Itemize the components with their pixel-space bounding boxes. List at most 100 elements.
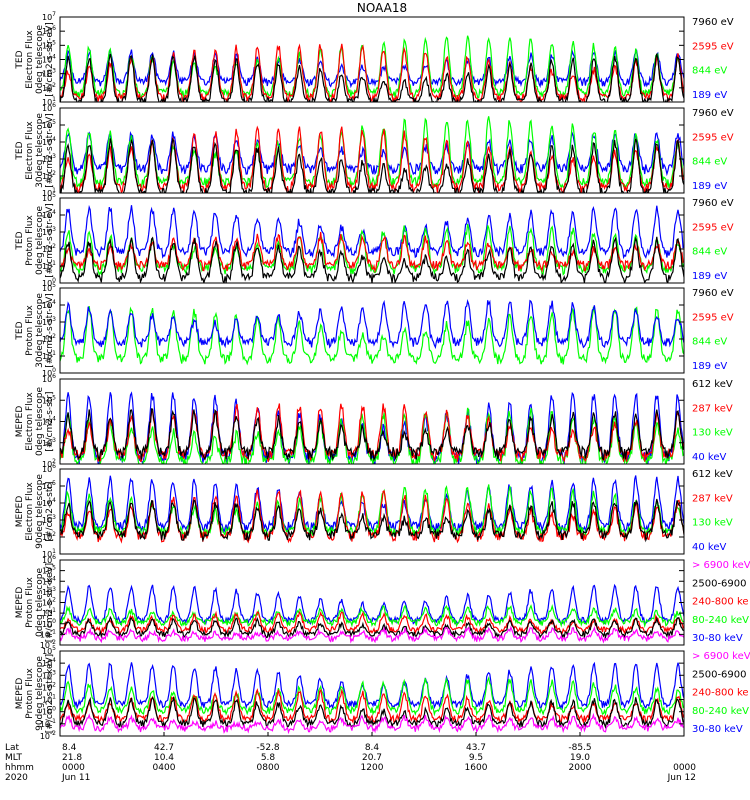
legend-meped-e-90-1: 287 keV [692, 493, 733, 504]
series-ted-p-30-1 [60, 298, 684, 350]
y-tick-label: 101 [42, 187, 56, 198]
series-meped-p-0-4 [60, 625, 684, 644]
legend-ted-e-0-3: 189 eV [692, 90, 727, 101]
panel-frame [59, 287, 685, 374]
series-meped-e-90-3 [60, 498, 684, 543]
legend-meped-p-90-3: 80-240 keV [692, 706, 749, 717]
series-ted-e-30-2 [60, 125, 684, 193]
y-tick-label: 105 [42, 39, 56, 50]
y-axis-label: TEDProton Flux0deg telescope[#/cm2-s-str… [15, 203, 55, 278]
time-tick-label: 19.0 [570, 753, 590, 763]
legend-meped-e-90-2: 130 keV [692, 518, 733, 529]
series-meped-p-0-1 [60, 603, 684, 629]
y-tick-label: 102 [42, 170, 56, 181]
time-tick-label: 43.7 [466, 743, 486, 753]
time-row-label: hhmm [5, 763, 34, 773]
y-tick-label: 102 [42, 597, 56, 608]
series-ted-p-30-0 [60, 305, 684, 366]
y-tick-label: 105 [42, 480, 56, 491]
series-ted-e-0-3 [60, 53, 684, 102]
y-axis-label: TEDElectron Flux0deg telescope[#/cm2-s-s… [15, 22, 55, 97]
y-tick-label: 104 [42, 136, 56, 147]
time-tick-label: 0000 [673, 763, 696, 773]
y-tick-label: 103 [42, 316, 56, 327]
y-tick-label: 102 [42, 681, 56, 692]
y-tick-label: 102 [42, 333, 56, 344]
time-tick-label: 2000 [569, 763, 592, 773]
series-meped-e-90-0 [60, 475, 684, 534]
time-tick-label: -52.8 [256, 743, 280, 753]
series-meped-p-0-2 [60, 610, 684, 636]
y-axis-label: TEDElectron Flux30deg telescope[#/cm2-s-… [15, 113, 55, 188]
y-tick-label: 103 [42, 226, 56, 237]
y-tick-label: 103 [42, 68, 56, 79]
legend-ted-p-30-3: 189 eV [692, 361, 727, 372]
legend-ted-e-30-3: 189 eV [692, 181, 727, 192]
series-meped-p-90-4 [60, 712, 684, 735]
legend-meped-p-90-4: 30-80 keV [692, 724, 743, 735]
panel-meped-p-0: 10-210-1100101102103104105106MEPEDProton… [15, 554, 750, 650]
y-tick-label: 103 [42, 153, 56, 164]
legend-ted-p-0-2: 844 eV [692, 247, 727, 258]
legend-meped-e-0-0: 612 keV [692, 379, 733, 390]
legend-meped-p-90-0: > 6900 keV [692, 651, 750, 662]
figure-title: NOAA18 [357, 1, 407, 15]
series-ted-e-0-0 [60, 48, 684, 89]
panel-meped-e-0: 102 103 104 105 106 MEPEDElectron Flux0deg te… [15, 373, 733, 469]
y-axis-label: MEPEDProton Flux90deg telescope[#/cm2-s-… [15, 654, 55, 733]
y-axis-label: MEPEDElectron Flux0deg telescope[#/cm2-s… [15, 387, 55, 457]
series-ted-p-0-2 [60, 231, 684, 274]
time-tick-label: 0400 [153, 763, 176, 773]
series-ted-e-30-0 [60, 130, 684, 177]
time-tick-label: 0000 [62, 763, 85, 773]
y-tick-label: 106 [42, 25, 56, 36]
y-tick-label: 104 [42, 657, 56, 668]
panel-frame [59, 468, 685, 555]
y-tick-label: 105 [42, 645, 56, 656]
legend-ted-e-30-0: 7960 eV [692, 108, 734, 119]
time-tick-label: 10.4 [154, 753, 174, 763]
y-tick-label: 10-1 [40, 718, 56, 729]
series-meped-p-90-3 [60, 696, 684, 730]
y-tick-label: 104 [42, 416, 56, 427]
legend-ted-e-30-1: 2595 eV [692, 132, 734, 143]
panel-frame [59, 197, 685, 284]
y-tick-label: 105 [42, 119, 56, 130]
y-tick-label: 102 [42, 243, 56, 254]
time-tick-label: Jun 11 [61, 773, 90, 783]
time-tick-label: 20.7 [362, 753, 382, 763]
y-tick-label: 105 [42, 282, 56, 293]
legend-meped-e-90-0: 612 keV [692, 469, 733, 480]
y-tick-label: 106 [42, 463, 56, 474]
y-tick-label: 101 [42, 548, 56, 559]
y-axis-label: TEDProton Flux30deg telescope[#/cm2-s-st… [15, 293, 55, 368]
y-tick-label: 104 [42, 209, 56, 220]
legend-meped-p-0-4: 30-80 keV [692, 633, 743, 644]
series-meped-p-0-3 [60, 615, 684, 640]
time-tick-label: 5.8 [261, 753, 276, 763]
series-ted-p-0-1 [60, 223, 684, 277]
legend-ted-p-30-1: 2595 eV [692, 312, 734, 323]
y-axis-label: MEPEDElectron Flux90deg telescope[#/cm2-… [15, 474, 55, 549]
panel-frame [59, 107, 685, 194]
y-tick-label: 106 [42, 102, 56, 113]
legend-ted-p-0-0: 7960 eV [692, 198, 734, 209]
time-tick-label: 1200 [361, 763, 384, 773]
y-tick-label: 102 [42, 458, 56, 469]
series-ted-e-0-2 [60, 43, 684, 102]
series-meped-p-0-0 [60, 583, 684, 626]
time-tick-label: 8.4 [62, 743, 77, 753]
time-tick-label: 42.7 [154, 743, 174, 753]
legend-meped-p-0-1: 2500-6900 [692, 578, 747, 589]
series-meped-p-90-1 [60, 676, 684, 717]
legend-meped-e-0-1: 287 keV [692, 403, 733, 414]
time-tick-label: 9.5 [469, 753, 483, 763]
legend-meped-e-0-2: 130 keV [692, 428, 733, 439]
y-tick-label: 101 [42, 694, 56, 705]
